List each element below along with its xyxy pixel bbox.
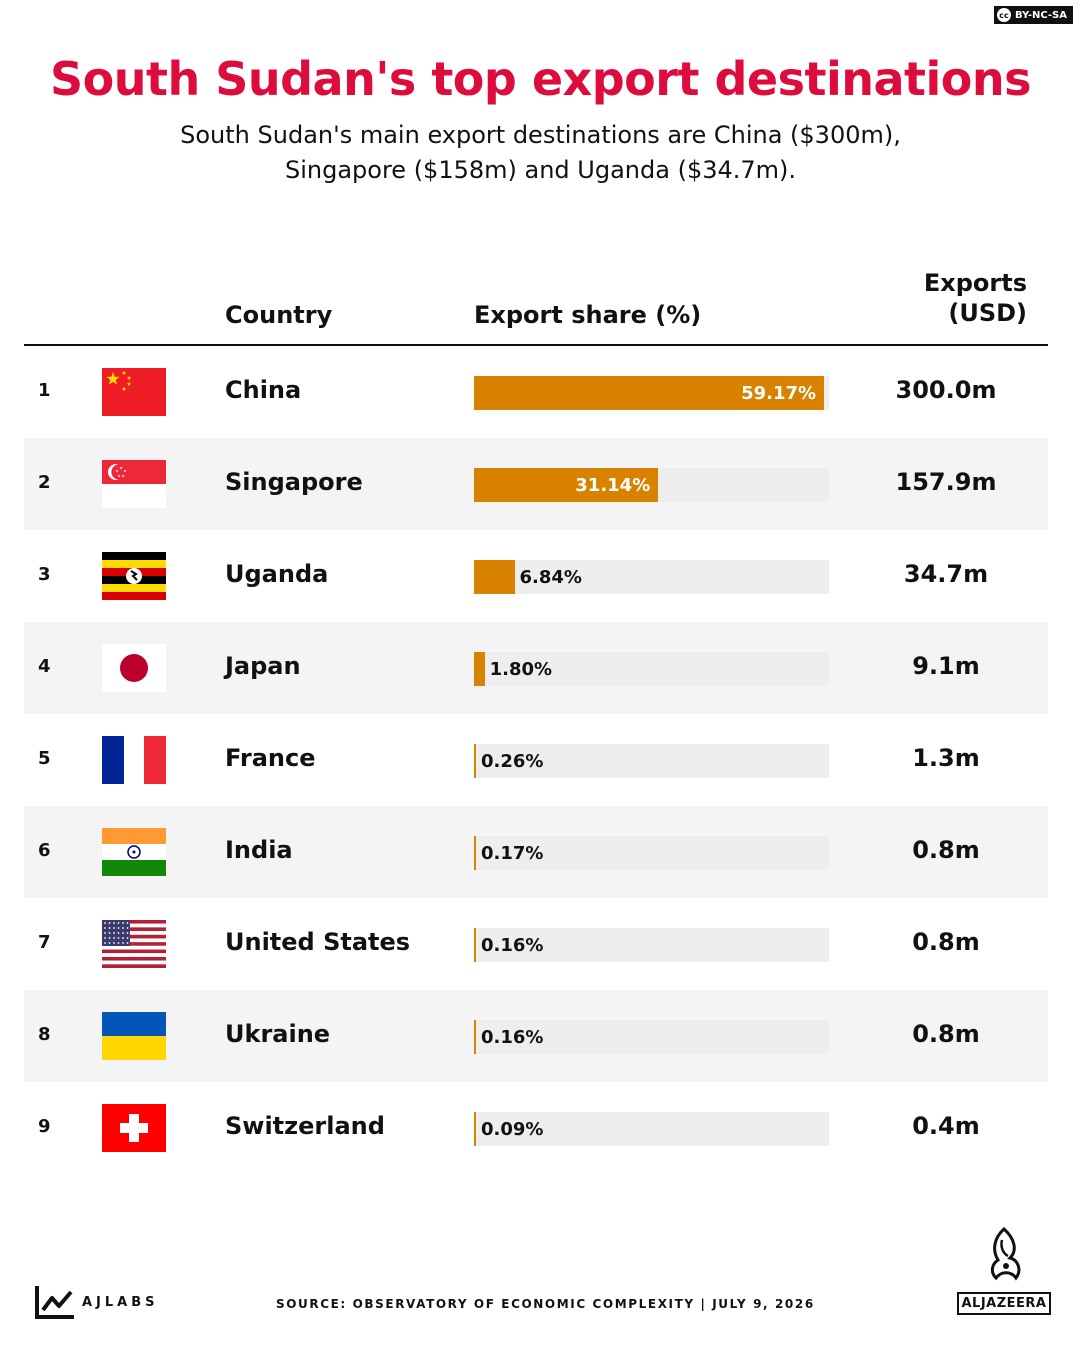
table-row: 6 India 0.17% 0.8m xyxy=(24,806,1048,898)
table-row: 5 France 0.26% 1.3m xyxy=(24,714,1048,806)
bar-fill xyxy=(474,744,476,778)
column-header-share: Export share (%) xyxy=(474,301,702,329)
bar-track: 0.26% xyxy=(474,744,829,778)
line-chart-icon xyxy=(35,1286,74,1319)
france-flag-icon xyxy=(102,736,166,784)
table-row: 7 United States 0.16% 0.8m xyxy=(24,898,1048,990)
bar-value-label: 0.26% xyxy=(481,751,544,772)
bar-fill xyxy=(474,1020,476,1054)
bar-fill xyxy=(474,1112,476,1146)
switzerland-flag-icon xyxy=(102,1104,166,1152)
table-row: 1 China 59.17% 300.0m xyxy=(24,346,1048,438)
header-rule xyxy=(24,344,1048,346)
export-value: 1.3m xyxy=(912,744,980,772)
cc-icon: cc xyxy=(996,8,1011,22)
column-header-usd: Exports (USD) xyxy=(924,268,1027,328)
bar-track: 0.16% xyxy=(474,928,829,962)
bar-track: 6.84% xyxy=(474,560,829,594)
country-name: Japan xyxy=(225,652,301,680)
bar-value-label: 0.16% xyxy=(481,1027,544,1048)
subtitle-line-2: Singapore ($158m) and Uganda ($34.7m). xyxy=(284,156,797,184)
ajlabs-logo: AJLABS xyxy=(34,1284,159,1320)
country-name: France xyxy=(225,744,316,772)
bar-value-label: 0.17% xyxy=(481,843,544,864)
rank-label: 6 xyxy=(38,840,51,861)
india-flag-icon xyxy=(102,828,166,876)
country-name: Ukraine xyxy=(225,1020,331,1048)
country-name: Uganda xyxy=(225,560,329,588)
table-row: 2 Singapore 31.14% 157.9m xyxy=(24,438,1048,530)
column-header-country: Country xyxy=(225,301,333,329)
china-flag-icon xyxy=(102,368,166,416)
bar-track: 0.16% xyxy=(474,1020,829,1054)
export-value: 157.9m xyxy=(895,468,997,496)
rank-label: 5 xyxy=(38,748,51,769)
bar-track: 59.17% xyxy=(474,376,829,410)
chart-subtitle: South Sudan's main export destinations a… xyxy=(120,118,961,188)
license-text: BY-NC-SA xyxy=(1014,9,1067,21)
column-header-usd-line-1: Exports xyxy=(923,269,1027,297)
bar-track: 1.80% xyxy=(474,652,829,686)
export-value: 34.7m xyxy=(903,560,989,588)
table-row: 3 Uganda 6.84% 34.7m xyxy=(24,530,1048,622)
ukraine-flag-icon xyxy=(102,1012,166,1060)
bar-value-label: 31.14% xyxy=(575,475,651,496)
bar-fill xyxy=(474,652,485,686)
rank-label: 1 xyxy=(38,380,51,401)
rank-label: 4 xyxy=(38,656,51,677)
export-value: 0.8m xyxy=(912,1020,980,1048)
singapore-flag-icon xyxy=(102,460,166,508)
bar-fill xyxy=(474,468,659,502)
source-line: SOURCE: OBSERVATORY OF ECONOMIC COMPLEXI… xyxy=(276,1297,815,1311)
country-name: Singapore xyxy=(225,468,363,496)
rank-label: 7 xyxy=(38,932,51,953)
table-row: 9 Switzerland 0.09% 0.4m xyxy=(24,1082,1048,1174)
bar-track: 0.17% xyxy=(474,836,829,870)
bar-fill xyxy=(474,560,515,594)
bar-value-label: 6.84% xyxy=(519,567,582,588)
export-value: 0.4m xyxy=(912,1112,980,1140)
table-row: 4 Japan 1.80% 9.1m xyxy=(24,622,1048,714)
table-row: 8 Ukraine 0.16% 0.8m xyxy=(24,990,1048,1082)
bar-track: 0.09% xyxy=(474,1112,829,1146)
bar-value-label: 1.80% xyxy=(489,659,553,680)
export-value: 300.0m xyxy=(895,376,997,404)
bar-value-label: 59.17% xyxy=(741,383,817,404)
rank-label: 8 xyxy=(38,1024,51,1045)
uganda-flag-icon xyxy=(102,552,166,600)
column-header-usd-line-2: (USD) xyxy=(948,299,1027,327)
aljazeera-logo: ALJAZEERA xyxy=(957,1226,1051,1315)
bar-value-label: 0.16% xyxy=(481,935,544,956)
country-name: China xyxy=(225,376,302,404)
country-name: India xyxy=(225,836,293,864)
country-name: Switzerland xyxy=(225,1112,385,1140)
usa-flag-icon xyxy=(102,920,166,968)
rank-label: 9 xyxy=(38,1116,51,1137)
subtitle-line-1: South Sudan's main export destinations a… xyxy=(180,121,901,149)
ajlabs-brand: AJLABS xyxy=(82,1294,159,1310)
bar-value-label: 0.09% xyxy=(481,1119,544,1140)
bar-fill xyxy=(474,928,476,962)
bar-track: 31.14% xyxy=(474,468,829,502)
country-name: United States xyxy=(225,928,411,956)
aljazeera-emblem-icon xyxy=(990,1226,1021,1281)
bar-fill xyxy=(474,836,476,870)
bar-fill xyxy=(474,376,825,410)
rank-label: 2 xyxy=(38,472,51,493)
export-value: 0.8m xyxy=(912,836,980,864)
rank-label: 3 xyxy=(38,564,51,585)
license-badge: cc BY-NC-SA xyxy=(993,6,1073,24)
aljazeera-wordmark: ALJAZEERA xyxy=(957,1292,1051,1315)
export-value: 9.1m xyxy=(912,652,980,680)
japan-flag-icon xyxy=(102,644,166,692)
export-value: 0.8m xyxy=(912,928,980,956)
chart-title: South Sudan's top export destinations xyxy=(50,52,1031,106)
